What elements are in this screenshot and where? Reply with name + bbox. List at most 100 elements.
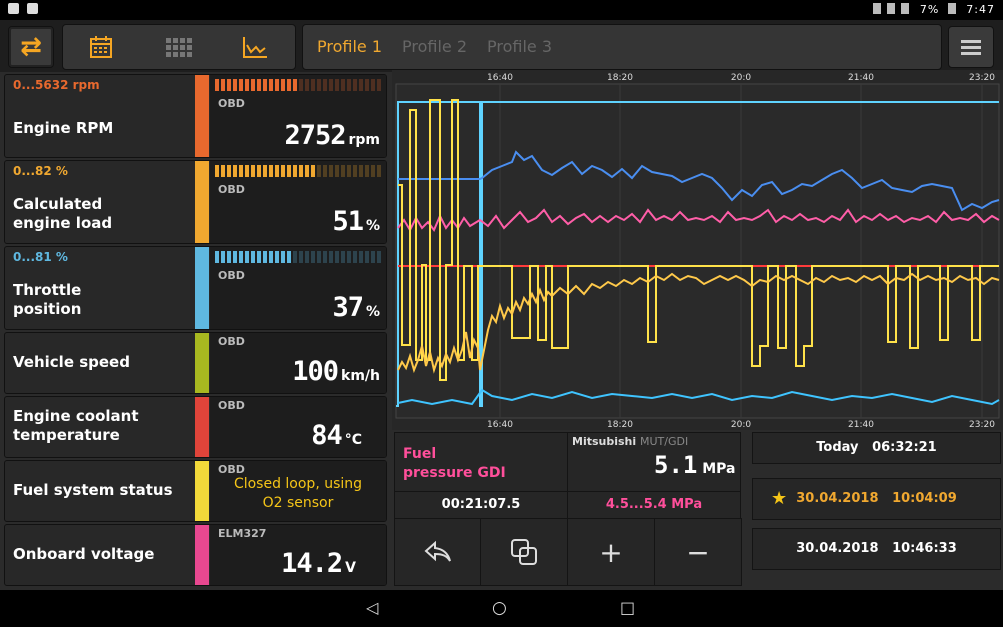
gauge-value: 2752 rpm	[284, 120, 380, 151]
bar-segment	[233, 79, 237, 91]
gauge-engine-rpm[interactable]: 0...5632 rpm Engine RPM OBD 2752 rpm	[4, 74, 387, 158]
tab-profile-1[interactable]: Profile 1	[317, 37, 383, 56]
gauge-onboard-voltage[interactable]: Onboard voltage ELM327 14.2 V	[4, 524, 387, 586]
calendar-icon[interactable]	[73, 29, 129, 65]
time-label: 23:20	[969, 73, 995, 83]
bar-segment	[227, 79, 231, 91]
log-row-favorite[interactable]: ★ 30.04.2018 10:04:09	[752, 478, 1001, 520]
bar-segment	[233, 251, 237, 263]
bar-segment	[317, 165, 321, 177]
tab-profile-2[interactable]: Profile 2	[402, 37, 468, 56]
bar-segment	[239, 165, 243, 177]
gauge-value: 51%	[332, 206, 380, 237]
bar-segment	[335, 165, 339, 177]
gauge-fuel-system-status[interactable]: Fuel system status OBD Closed loop, usin…	[4, 460, 387, 522]
bar-segment	[353, 79, 357, 91]
series-voltage	[397, 208, 1000, 233]
plot-area	[395, 83, 1000, 419]
time-label: 21:40	[848, 420, 874, 430]
value-area: OBD Closed loop, using O2 sensor	[210, 461, 386, 521]
value-area: ELM327 14.2 V	[210, 525, 386, 585]
gauge-name: Vehicle speed	[13, 353, 130, 371]
chart-icon[interactable]	[227, 29, 283, 65]
level-bar	[215, 79, 381, 91]
bar-segment	[317, 79, 321, 91]
status-text: Closed loop, using O2 sensor	[233, 476, 363, 511]
gauge-name: Engine coolant temperature	[13, 407, 139, 444]
bar-segment	[269, 79, 273, 91]
menu-button[interactable]	[948, 26, 994, 68]
gauge-vehicle-speed[interactable]: Vehicle speed OBD 100 km/h	[4, 332, 387, 394]
swap-button[interactable]: ⇄	[8, 26, 54, 68]
home-icon[interactable]: ○	[492, 598, 507, 618]
bar-segment	[257, 79, 261, 91]
bar-segment	[281, 165, 285, 177]
zoom-out-button[interactable]: −	[654, 518, 742, 586]
tab-profile-3[interactable]: Profile 3	[487, 37, 553, 56]
image-icon	[8, 3, 19, 14]
bar-segment	[317, 251, 321, 263]
bar-segment	[347, 165, 351, 177]
bar-segment	[299, 251, 303, 263]
bar-segment	[341, 79, 345, 91]
history-chart[interactable]: 16:40 18:20 20:0 21:40 23:20 16:40 18:20 20:0 2…	[392, 70, 1003, 430]
bar-segment	[227, 165, 231, 177]
undo-button[interactable]	[394, 518, 481, 586]
fuel-pressure-title: Fuel pressure GDI	[403, 446, 506, 481]
gauge-throttle-position[interactable]: 0...81 % Throttle position OBD 37%	[4, 246, 387, 330]
source-label: OBD	[218, 399, 245, 412]
grid-icon[interactable]	[151, 29, 207, 65]
bar-segment	[257, 165, 261, 177]
mute-icon	[887, 3, 896, 14]
series-fuel-status	[398, 99, 999, 381]
source-label: OBD	[218, 269, 245, 282]
gauge-coolant-temperature[interactable]: Engine coolant temperature OBD 84 °C	[4, 396, 387, 458]
bar-segment	[251, 79, 255, 91]
time-label: 18:20	[607, 73, 633, 83]
bar-segment	[239, 251, 243, 263]
color-stripe	[195, 525, 209, 585]
gauge-value: 14.2 V	[281, 548, 356, 579]
bar-segment	[239, 79, 243, 91]
bar-segment	[215, 79, 219, 91]
bar-segment	[365, 251, 369, 263]
fuel-pressure-value: 5.1 MPa	[654, 451, 736, 479]
gauge-name: Calculated engine load	[13, 195, 113, 232]
app-icon	[27, 3, 38, 14]
copy-icon	[511, 539, 537, 565]
bar-segment	[263, 79, 267, 91]
bar-segment	[305, 165, 309, 177]
gauge-engine-load[interactable]: 0...82 % Calculated engine load OBD 51%	[4, 160, 387, 244]
series-speed	[397, 388, 1000, 406]
series-rpm	[398, 150, 1000, 212]
bar-segment	[245, 79, 249, 91]
bar-segment	[329, 165, 333, 177]
menu-icon	[961, 37, 981, 58]
bar-segment	[299, 165, 303, 177]
bar-segment	[215, 165, 219, 177]
bar-segment	[233, 165, 237, 177]
bar-segment	[365, 165, 369, 177]
copy-button[interactable]	[480, 518, 568, 586]
bar-segment	[365, 79, 369, 91]
bar-segment	[329, 79, 333, 91]
time-label: 20:0	[731, 73, 751, 83]
session-log: Today 06:32:21 ★ 30.04.2018 10:04:09 30.…	[752, 432, 1001, 588]
bar-segment	[257, 251, 261, 263]
chart-svg: 16:40 18:20 20:0 21:40 23:20 16:40 18:20 20:0 2…	[395, 73, 1000, 430]
range-label: 0...81 %	[13, 250, 68, 264]
bar-segment	[311, 251, 315, 263]
bar-segment	[341, 251, 345, 263]
bar-segment	[227, 251, 231, 263]
recents-icon[interactable]: □	[620, 598, 636, 617]
grid	[499, 84, 983, 418]
log-row-today[interactable]: Today 06:32:21	[752, 432, 1001, 464]
zoom-in-button[interactable]: +	[567, 518, 655, 586]
back-icon[interactable]: ◁	[366, 598, 379, 617]
bluetooth-icon	[873, 3, 882, 14]
bar-segment	[359, 251, 363, 263]
color-stripe	[195, 461, 209, 521]
status-bar: 7% 7:47	[0, 0, 1003, 20]
bar-segment	[359, 165, 363, 177]
log-row-session[interactable]: 30.04.2018 10:46:33	[752, 528, 1001, 570]
